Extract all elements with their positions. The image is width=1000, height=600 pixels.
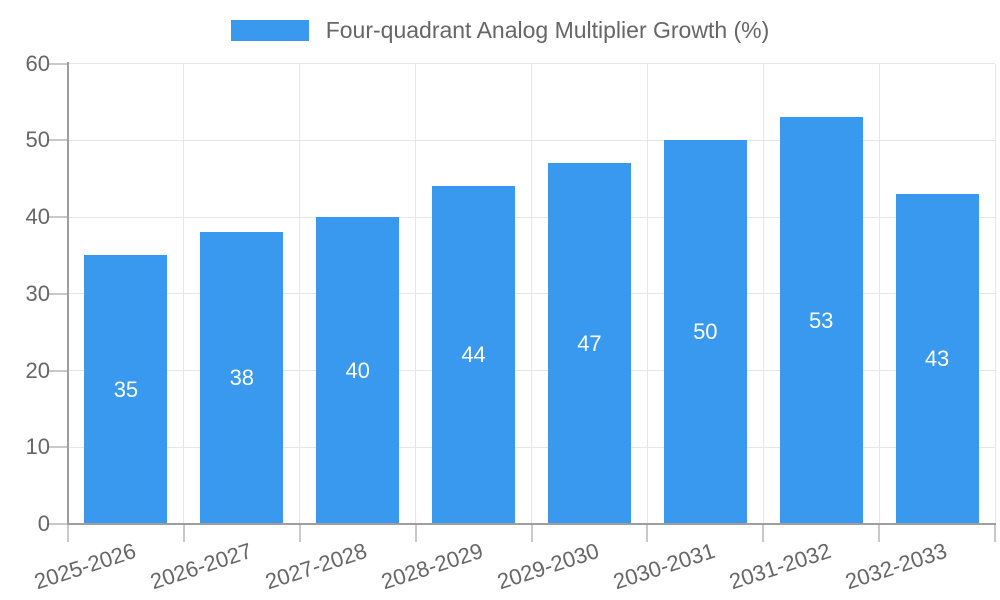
x-tick-label: 2026-2027 (146, 538, 255, 595)
y-tick-mark (48, 292, 68, 295)
bar[interactable]: 53 (779, 117, 863, 524)
x-tick-mark (878, 524, 881, 542)
y-tick-label: 40 (25, 204, 50, 230)
bar-value-label: 43 (924, 346, 950, 372)
bar-value-label: 50 (693, 319, 718, 345)
x-axis-line (67, 523, 996, 525)
x-tick-mark (646, 524, 649, 542)
x-gridline (183, 63, 185, 524)
bar-value-label: 38 (229, 365, 255, 391)
x-gridline (646, 63, 648, 524)
x-tick-mark (414, 524, 417, 542)
bar-value-label: 44 (461, 342, 486, 368)
x-tick-mark (298, 524, 301, 542)
x-tick-mark (762, 524, 765, 542)
y-tick-label: 30 (25, 280, 50, 306)
bar[interactable]: 50 (663, 140, 747, 524)
x-tick-label: 2029-2030 (494, 538, 603, 595)
x-tick-mark (182, 524, 185, 542)
bar[interactable]: 44 (432, 186, 516, 524)
y-tick-mark (48, 523, 68, 525)
y-tick-mark (48, 216, 68, 219)
x-tick-label: 2025-2026 (30, 538, 139, 595)
legend-swatch (230, 20, 309, 41)
x-gridline (299, 63, 301, 524)
bar[interactable]: 35 (84, 255, 168, 524)
y-tick-label: 10 (25, 434, 50, 460)
bar[interactable]: 38 (200, 232, 284, 524)
x-tick-label: 2030-2031 (610, 538, 719, 595)
legend-item[interactable]: Four-quadrant Analog Multiplier Growth (… (0, 17, 1000, 44)
bar[interactable]: 43 (895, 194, 979, 524)
x-gridline (878, 63, 880, 524)
bar-value-label: 35 (113, 376, 139, 402)
y-tick-mark (48, 139, 68, 142)
y-tick-label: 0 (37, 511, 50, 536)
bar-value-label: 53 (808, 307, 834, 333)
bar-value-label: 40 (345, 357, 370, 383)
y-tick-label: 60 (25, 50, 50, 76)
x-tick-mark (530, 524, 533, 542)
y-axis-line (67, 61, 69, 525)
x-gridline (762, 63, 764, 524)
y-tick-label: 20 (25, 357, 50, 383)
y-tick-mark (48, 369, 68, 372)
y-tick-mark (48, 446, 68, 449)
x-gridline (531, 63, 532, 524)
bar-value-label: 47 (577, 330, 602, 356)
bar[interactable]: 47 (547, 163, 631, 524)
x-gridline (994, 63, 996, 524)
y-tick-label: 50 (25, 127, 50, 153)
x-tick-label: 2032-2033 (841, 538, 950, 595)
x-gridline (415, 63, 417, 524)
legend-label: Four-quadrant Analog Multiplier Growth (… (325, 17, 770, 43)
x-tick-label: 2027-2028 (262, 538, 371, 595)
x-tick-label: 2031-2032 (726, 538, 834, 595)
y-tick-mark (48, 62, 68, 65)
bar[interactable]: 40 (316, 217, 400, 524)
x-tick-mark (994, 524, 996, 542)
x-tick-label: 2028-2029 (378, 538, 487, 595)
x-tick-mark (67, 524, 69, 542)
